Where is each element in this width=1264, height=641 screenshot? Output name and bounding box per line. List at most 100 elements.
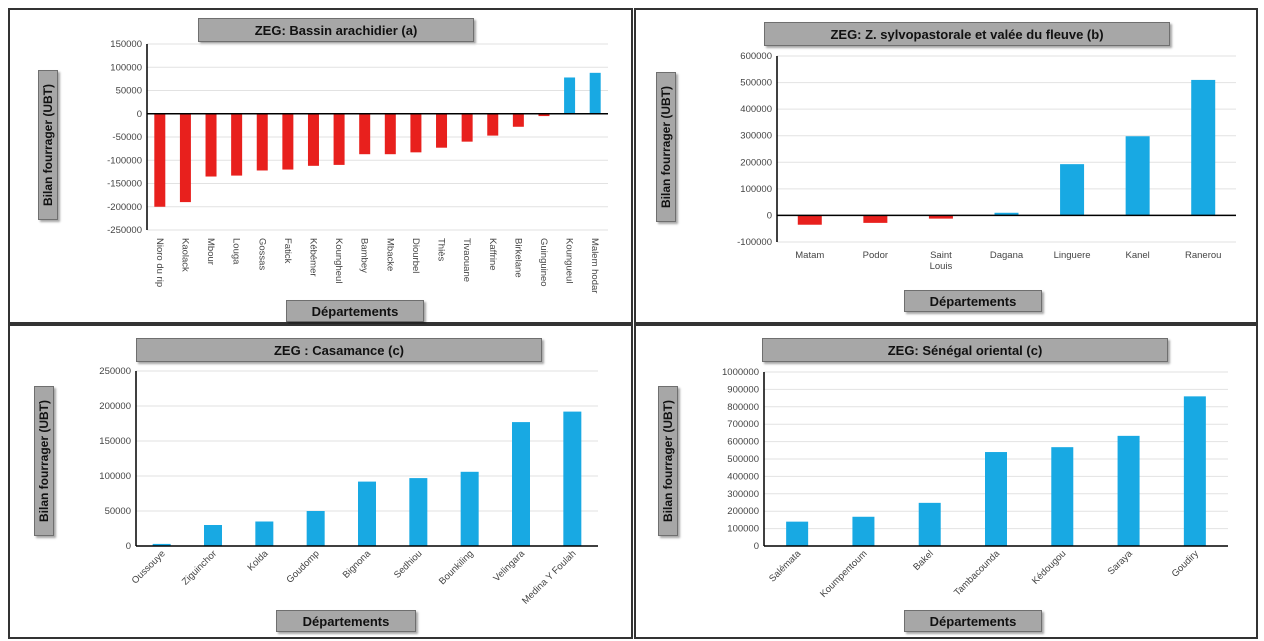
bar — [512, 113, 524, 127]
chart-panel-a: ZEG: Bassin arachidier (a) Bilan fourrag… — [8, 8, 633, 324]
y-tick-label: 0 — [767, 210, 772, 221]
chart-panel-c: ZEG : Casamance (c) Bilan fourrager (UBT… — [8, 324, 633, 639]
y-tick-label: -150000 — [107, 179, 142, 190]
bar — [358, 481, 376, 546]
x-tick-label: Goudomp — [284, 548, 321, 585]
x-tick-label: Guinguineo — [538, 238, 549, 287]
y-tick-label: 600000 — [727, 437, 759, 448]
chart-title-c: ZEG : Casamance (c) — [136, 338, 542, 362]
bar — [282, 113, 294, 170]
y-tick-label: -50000 — [112, 132, 142, 143]
x-tick-label: Tambacounda — [952, 548, 1002, 598]
y-tick-label: 100000 — [110, 62, 142, 73]
bar — [461, 113, 473, 142]
x-tick-label: Bambey — [359, 238, 370, 273]
y-tick-label: 100000 — [740, 184, 772, 195]
bar — [205, 113, 217, 177]
y-tick-label: 800000 — [727, 402, 759, 413]
x-tick-label: Salémata — [767, 548, 804, 585]
y-tick-label: -250000 — [107, 225, 142, 236]
bar-chart-a: -250000 -200000 -150000 -100000 -50000 0 50000… — [107, 39, 608, 293]
bar — [564, 77, 576, 114]
bar — [1191, 79, 1216, 216]
x-axis-label-d: Départements — [904, 610, 1042, 632]
bar — [1183, 396, 1206, 546]
x-tick-label: Oussouye — [130, 548, 168, 586]
bar — [786, 521, 809, 546]
y-tick-label: 900000 — [727, 384, 759, 395]
bar — [306, 511, 325, 546]
y-tick-label: 200000 — [740, 157, 772, 168]
bar — [384, 113, 396, 155]
bar — [410, 113, 422, 153]
bar — [231, 113, 243, 176]
y-tick-label: 50000 — [116, 86, 142, 97]
x-axis-label-c: Départements — [276, 610, 416, 632]
x-tick-label: Medina Y Foulah — [520, 548, 578, 606]
bar — [436, 113, 448, 148]
y-tick-label: 0 — [754, 541, 759, 552]
x-tick-label: Fatick — [282, 238, 293, 264]
x-tick-label: Kédougou — [1030, 548, 1068, 586]
chart-title-b: ZEG: Z. sylvopastorale et valée du fleuv… — [764, 22, 1170, 46]
bar — [589, 72, 601, 114]
x-tick-label: Velingara — [491, 548, 527, 584]
bar — [1117, 435, 1140, 546]
y-tick-label: 0 — [126, 541, 131, 552]
bar — [255, 521, 274, 546]
y-tick-label: -100000 — [737, 237, 772, 248]
bar-chart-d: 0 100000 200000 300000 400000 500000 600000 700… — [722, 367, 1228, 600]
y-tick-label: 200000 — [99, 401, 131, 412]
y-tick-label: 400000 — [727, 471, 759, 482]
y-tick-label: 50000 — [105, 506, 131, 517]
bar — [797, 215, 822, 225]
bar — [307, 113, 319, 166]
y-tick-label: 500000 — [740, 78, 772, 89]
bar — [918, 502, 941, 546]
y-tick-label: 1000000 — [722, 367, 759, 378]
bar — [154, 113, 166, 207]
y-tick-label: 200000 — [727, 506, 759, 517]
x-tick-label: Koungueul — [564, 238, 575, 283]
x-tick-label: Mbour — [205, 238, 216, 265]
bar — [152, 543, 171, 546]
x-axis-label-b: Départements — [904, 290, 1042, 312]
bar — [1125, 136, 1150, 216]
y-tick-label: -200000 — [107, 202, 142, 213]
bar — [994, 212, 1019, 216]
y-tick-label: -100000 — [107, 155, 142, 166]
y-tick-label: 100000 — [727, 524, 759, 535]
bar — [359, 113, 371, 155]
x-tick-label: Kolda — [245, 548, 270, 573]
y-tick-label: 300000 — [727, 489, 759, 500]
x-tick-label: Matam — [795, 250, 824, 261]
bar — [985, 452, 1007, 546]
x-tick-label: Saraya — [1106, 548, 1136, 578]
x-tick-label: Diourbel — [410, 238, 421, 273]
x-tick-label: Tivaouane — [461, 238, 472, 282]
y-axis-label-b: Bilan fourrager (UBT) — [656, 72, 676, 222]
y-tick-label: 100000 — [99, 471, 131, 482]
x-tick-label: Saint Louis — [930, 250, 953, 272]
bar — [487, 113, 499, 136]
x-tick-label: Goudiry — [1170, 548, 1201, 579]
x-tick-label: Podor — [863, 250, 888, 261]
bar — [1051, 447, 1074, 546]
y-tick-label: 150000 — [110, 39, 142, 50]
chart-title-d: ZEG: Sénégal oriental (c) — [762, 338, 1168, 362]
x-tick-label: Dagana — [990, 250, 1024, 261]
x-tick-label: Ranerou — [1185, 250, 1221, 261]
y-tick-label: 500000 — [727, 454, 759, 465]
x-tick-label: Kanel — [1125, 250, 1149, 261]
y-tick-label: 0 — [137, 109, 142, 120]
x-tick-label: Kébémer — [307, 238, 318, 277]
bar — [333, 113, 345, 165]
chart-panel-d: ZEG: Sénégal oriental (c) Bilan fourrage… — [634, 324, 1258, 639]
x-axis-label-a: Départements — [286, 300, 424, 322]
x-tick-label: Kaolack — [179, 238, 190, 272]
y-tick-label: 250000 — [99, 366, 131, 377]
y-axis-label-c: Bilan fourrager (UBT) — [34, 386, 54, 536]
y-tick-label: 150000 — [99, 436, 131, 447]
x-tick-label: Ziguinchor — [180, 548, 219, 587]
bar — [863, 215, 888, 223]
